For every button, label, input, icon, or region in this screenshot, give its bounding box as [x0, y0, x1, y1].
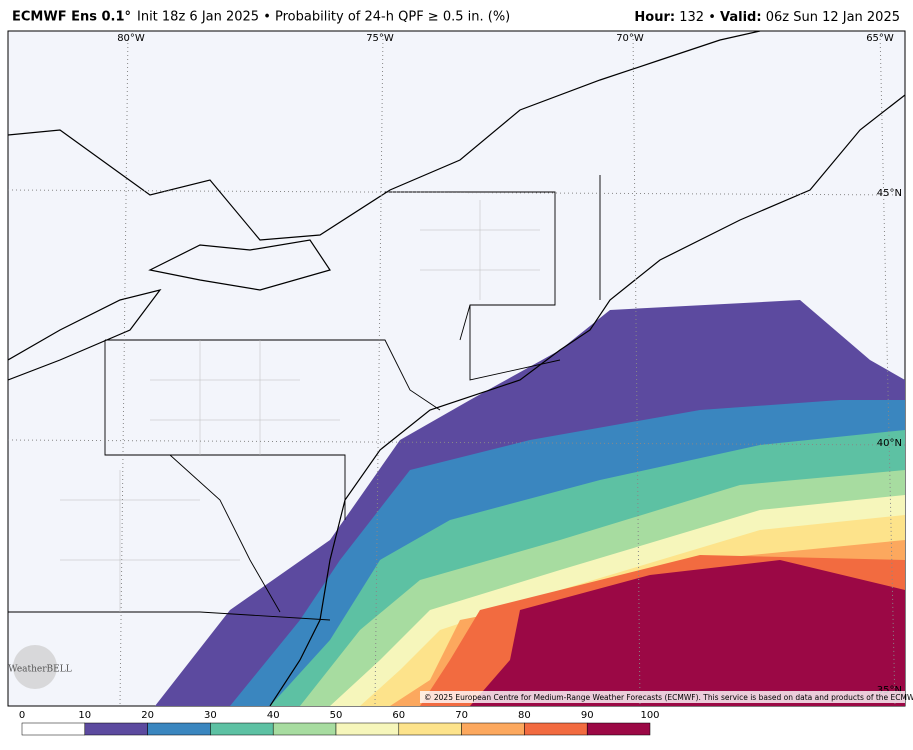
colorbar-tick-label: 70 — [455, 710, 468, 721]
valid: 06z Sun 12 Jan 2025 — [766, 10, 900, 25]
colorbar-tick-label: 10 — [78, 710, 91, 721]
coastline — [269, 94, 905, 706]
colorbar-tick-label: 30 — [204, 710, 217, 721]
colorbar-tick-label: 60 — [392, 710, 405, 721]
hour-label: Hour: — [634, 10, 675, 25]
lake-ontario — [148, 239, 331, 291]
colorbar-bin — [398, 722, 462, 736]
lon-label: 65°W — [866, 33, 894, 44]
colorbar-tick-label: 20 — [141, 710, 154, 721]
colorbar-bin — [586, 722, 651, 736]
colorbar-bin — [335, 722, 400, 736]
colorbar-bin — [210, 722, 274, 736]
description: Init 18z 6 Jan 2025 • Probability of 24-… — [137, 10, 510, 25]
map: 80°W 75°W 70°W 65°W 45°N 40°N 35°N Weath… — [7, 30, 913, 707]
copyright: © 2025 European Centre for Medium-Range … — [424, 693, 913, 702]
lake-erie — [8, 289, 162, 381]
lat-label: 35°N — [877, 685, 902, 696]
copyright-bg — [420, 691, 905, 703]
logo-globe — [13, 645, 57, 689]
colorbar-tick-label: 80 — [518, 710, 531, 721]
coord-labels: 80°W 75°W 70°W 65°W 45°N 40°N 35°N — [117, 33, 902, 696]
st-lawrence — [8, 31, 761, 241]
colorbar-tick-label: 100 — [640, 710, 659, 721]
colorbar-tick-label: 0 — [19, 710, 25, 721]
colorbar-bin — [84, 722, 148, 736]
valid-label: Valid: — [720, 10, 762, 25]
hour: 132 • — [679, 10, 716, 25]
valid-line: Hour: 132 • Valid: 06z Sun 12 Jan 2025 — [634, 10, 900, 25]
logo: WeatherBELL — [8, 665, 71, 675]
state-lines — [8, 175, 601, 621]
model-title: ECMWF Ens 0.1° — [12, 10, 131, 25]
colorbar-bin — [461, 722, 525, 736]
lon-label: 75°W — [366, 33, 394, 44]
colorbar-bin — [272, 722, 337, 736]
colorbar-bin — [147, 722, 211, 736]
colorbar: 0 10 20 30 40 50 60 70 80 90 100 — [19, 710, 660, 736]
boundaries — [8, 31, 905, 706]
colorbar-tick-label: 40 — [267, 710, 280, 721]
colorbar-bin — [524, 722, 588, 736]
band — [470, 560, 905, 706]
county-lines — [60, 200, 540, 612]
lat-label: 40°N — [877, 438, 902, 449]
colorbar-tick-label: 90 — [581, 710, 594, 721]
colorbar-tick-label: 50 — [330, 710, 343, 721]
lon-label: 70°W — [616, 33, 644, 44]
lon-label: 80°W — [117, 33, 145, 44]
lat-label: 45°N — [877, 188, 902, 199]
probability-field — [155, 300, 905, 706]
colorbar-bin — [21, 722, 86, 736]
